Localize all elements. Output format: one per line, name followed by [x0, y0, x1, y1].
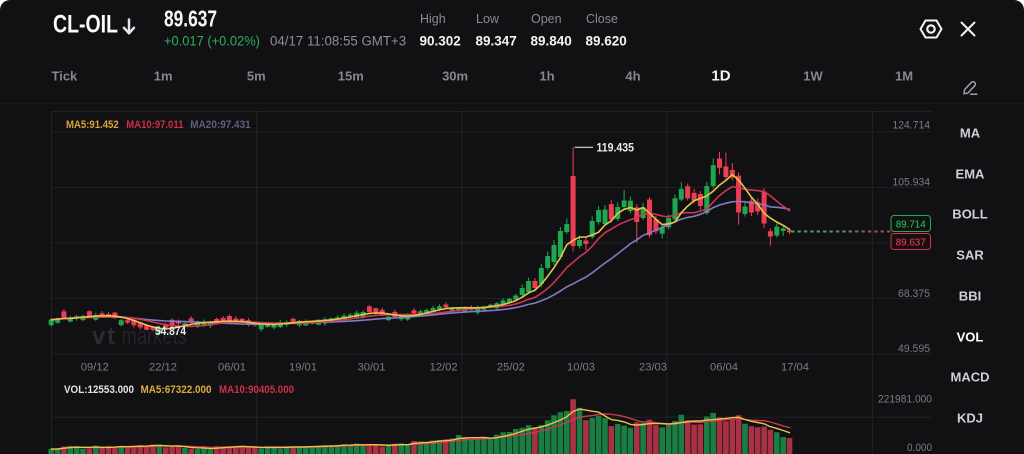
svg-text:25/02: 25/02 — [497, 362, 525, 374]
svg-text:89.637: 89.637 — [896, 236, 926, 248]
svg-text:09/12: 09/12 — [81, 362, 109, 374]
svg-text:VOL:12553.000: VOL:12553.000 — [64, 384, 134, 396]
svg-text:19/01: 19/01 — [289, 362, 317, 374]
svg-text:49.595: 49.595 — [898, 343, 930, 355]
svg-text:06/01: 06/01 — [218, 362, 246, 374]
svg-text:22/12: 22/12 — [149, 362, 177, 374]
svg-text:MA10:97.011: MA10:97.011 — [126, 119, 183, 131]
svg-text:MA5:91.452: MA5:91.452 — [66, 119, 119, 131]
svg-text:30/01: 30/01 — [358, 362, 386, 374]
svg-text:124.714: 124.714 — [893, 120, 931, 132]
svg-text:17/04: 17/04 — [781, 362, 809, 374]
svg-text:23/03: 23/03 — [639, 362, 667, 374]
svg-text:vt: vt — [92, 323, 115, 350]
svg-text:54.874: 54.874 — [155, 326, 187, 338]
svg-text:221981.000: 221981.000 — [878, 394, 932, 406]
svg-text:119.435: 119.435 — [597, 141, 635, 155]
svg-text:12/02: 12/02 — [430, 362, 458, 374]
svg-text:MA5:67322.000: MA5:67322.000 — [141, 384, 212, 396]
svg-text:105.934: 105.934 — [893, 176, 931, 188]
svg-text:06/04: 06/04 — [710, 362, 738, 374]
svg-text:10/03: 10/03 — [567, 362, 595, 374]
svg-text:MA10:90405.000: MA10:90405.000 — [219, 384, 294, 396]
svg-text:68.375: 68.375 — [898, 288, 930, 300]
svg-text:89.714: 89.714 — [896, 218, 926, 230]
svg-text:0.000: 0.000 — [907, 442, 932, 454]
svg-text:MA20:97.431: MA20:97.431 — [190, 119, 250, 131]
